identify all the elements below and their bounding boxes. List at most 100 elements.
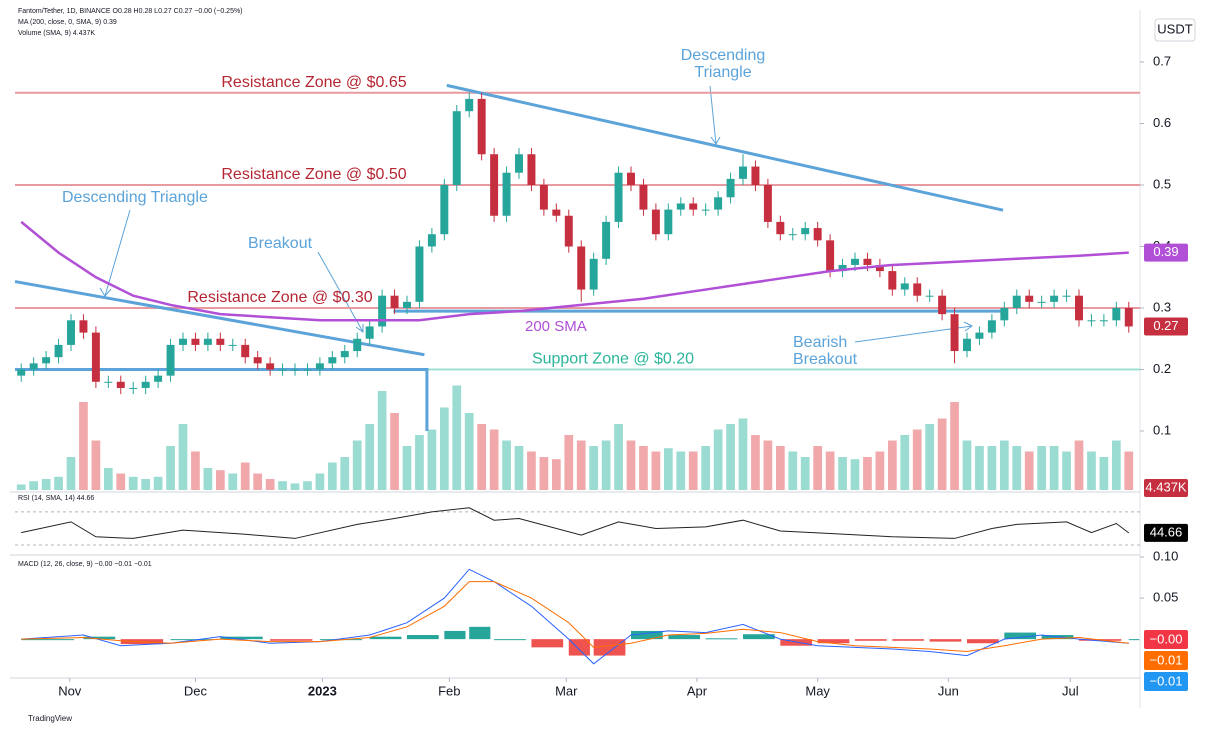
volume-bar bbox=[999, 440, 1009, 490]
volume-bar bbox=[775, 446, 785, 490]
macd-tag-bg bbox=[1144, 672, 1188, 691]
candle-body bbox=[801, 228, 810, 235]
candle-body bbox=[515, 154, 523, 173]
volume-bar bbox=[464, 413, 474, 490]
legend-line: Fantom/Tether, 1D, BINANCE O0.28 H0.28 L… bbox=[18, 8, 243, 15]
volume-bar bbox=[887, 440, 897, 490]
candle-body bbox=[888, 271, 897, 290]
candle-body bbox=[403, 301, 411, 308]
x-tick-label: Apr bbox=[687, 683, 708, 698]
candle-body bbox=[228, 344, 237, 346]
candle-body bbox=[29, 363, 38, 370]
candle-body bbox=[701, 209, 710, 211]
volume-bar bbox=[41, 479, 51, 490]
y-tick-label: 0.1 bbox=[1153, 422, 1171, 437]
volume-bar bbox=[352, 440, 362, 490]
volume-bar bbox=[402, 446, 412, 490]
candle-body bbox=[91, 332, 100, 382]
volume-bar bbox=[16, 484, 26, 490]
rsi-tag: 44.66 bbox=[1150, 524, 1183, 539]
candle-body bbox=[1087, 320, 1096, 322]
x-tick-label: Dec bbox=[184, 683, 208, 698]
volume-bar bbox=[141, 479, 151, 490]
volume-bar bbox=[91, 440, 101, 490]
volume-bar bbox=[626, 440, 636, 490]
macd-histogram-bar bbox=[855, 639, 887, 641]
candle-body bbox=[141, 381, 150, 388]
macd-tag-bg bbox=[1144, 630, 1188, 649]
currency-label: USDT bbox=[1157, 21, 1192, 36]
volume-bar bbox=[614, 424, 623, 490]
candle-body bbox=[739, 166, 747, 179]
macd-histogram-bar bbox=[705, 638, 738, 640]
candle-body bbox=[676, 203, 685, 210]
macd-histogram-bar bbox=[21, 639, 75, 641]
candle-body bbox=[328, 357, 337, 364]
x-tick-label: 2023 bbox=[308, 683, 337, 698]
volume-tag-bg bbox=[1144, 479, 1188, 497]
volume-bar bbox=[1087, 451, 1096, 490]
candle-body bbox=[278, 369, 287, 371]
candle-body bbox=[241, 344, 250, 358]
volume-bar bbox=[1074, 440, 1084, 490]
volume-bar bbox=[962, 440, 972, 490]
volume-bar bbox=[265, 479, 275, 490]
candle-body bbox=[465, 98, 474, 112]
candle-body bbox=[179, 338, 187, 345]
candle-body bbox=[365, 326, 374, 339]
volume-bar bbox=[1099, 457, 1109, 490]
candle-body bbox=[54, 344, 63, 358]
volume-bar bbox=[564, 435, 574, 490]
legend-line: Volume (SMA, 9) 4.437K bbox=[18, 30, 95, 37]
macd-histogram-bar bbox=[531, 639, 564, 648]
macd-histogram-bar bbox=[743, 634, 775, 640]
macd-histogram-bar bbox=[83, 636, 116, 640]
volume-bar bbox=[377, 391, 387, 490]
candle-body bbox=[938, 295, 947, 315]
candle-body bbox=[129, 387, 138, 389]
rsi-tag-bg bbox=[1144, 523, 1188, 542]
rsi-legend: RSI (14, SMA, 14) 44.66 bbox=[18, 495, 94, 502]
candle-body bbox=[838, 264, 847, 272]
volume-bar bbox=[987, 446, 997, 490]
candle-body bbox=[440, 185, 449, 235]
candle-body bbox=[116, 381, 125, 388]
volume-bar bbox=[452, 385, 462, 490]
macd-histogram-bar bbox=[407, 635, 439, 640]
volume-bar bbox=[937, 418, 947, 490]
macd-histogram-bar bbox=[1004, 632, 1037, 640]
volume-bar bbox=[975, 446, 984, 490]
ma-line bbox=[20, 220, 1129, 322]
volume-bar bbox=[663, 448, 673, 490]
candle-body bbox=[925, 295, 934, 297]
volume-bar bbox=[240, 462, 250, 490]
volume-bar bbox=[763, 440, 773, 490]
volume-bar bbox=[514, 446, 524, 490]
volume-bar bbox=[79, 402, 88, 490]
volume-bar bbox=[340, 457, 350, 490]
candle-body bbox=[42, 357, 51, 364]
volume-bar bbox=[900, 435, 910, 490]
x-tick-label: Nov bbox=[58, 683, 82, 698]
trend-line bbox=[15, 368, 429, 431]
candle-body bbox=[291, 369, 299, 371]
candle-body bbox=[79, 320, 88, 333]
volume-bar bbox=[477, 424, 487, 490]
candle-body bbox=[851, 258, 859, 265]
macd-tag: −0.01 bbox=[1150, 652, 1183, 667]
candle-body bbox=[589, 258, 598, 290]
candle-body bbox=[726, 178, 735, 198]
volume-bar bbox=[303, 481, 312, 490]
candle-body bbox=[714, 197, 723, 210]
macd-legend: MACD (12, 26, close, 9) −0.00 −0.01 −0.0… bbox=[18, 561, 152, 568]
candle-body bbox=[67, 320, 75, 345]
candle-body bbox=[253, 357, 262, 364]
macd-histogram-bar bbox=[892, 639, 925, 641]
candle-body bbox=[1099, 320, 1108, 322]
volume-bar bbox=[54, 476, 63, 490]
candle-body bbox=[490, 154, 499, 216]
macd-histogram-bar bbox=[170, 639, 213, 641]
candle-body bbox=[1037, 301, 1046, 303]
volume-bar bbox=[912, 429, 922, 490]
candle-body bbox=[527, 154, 536, 185]
